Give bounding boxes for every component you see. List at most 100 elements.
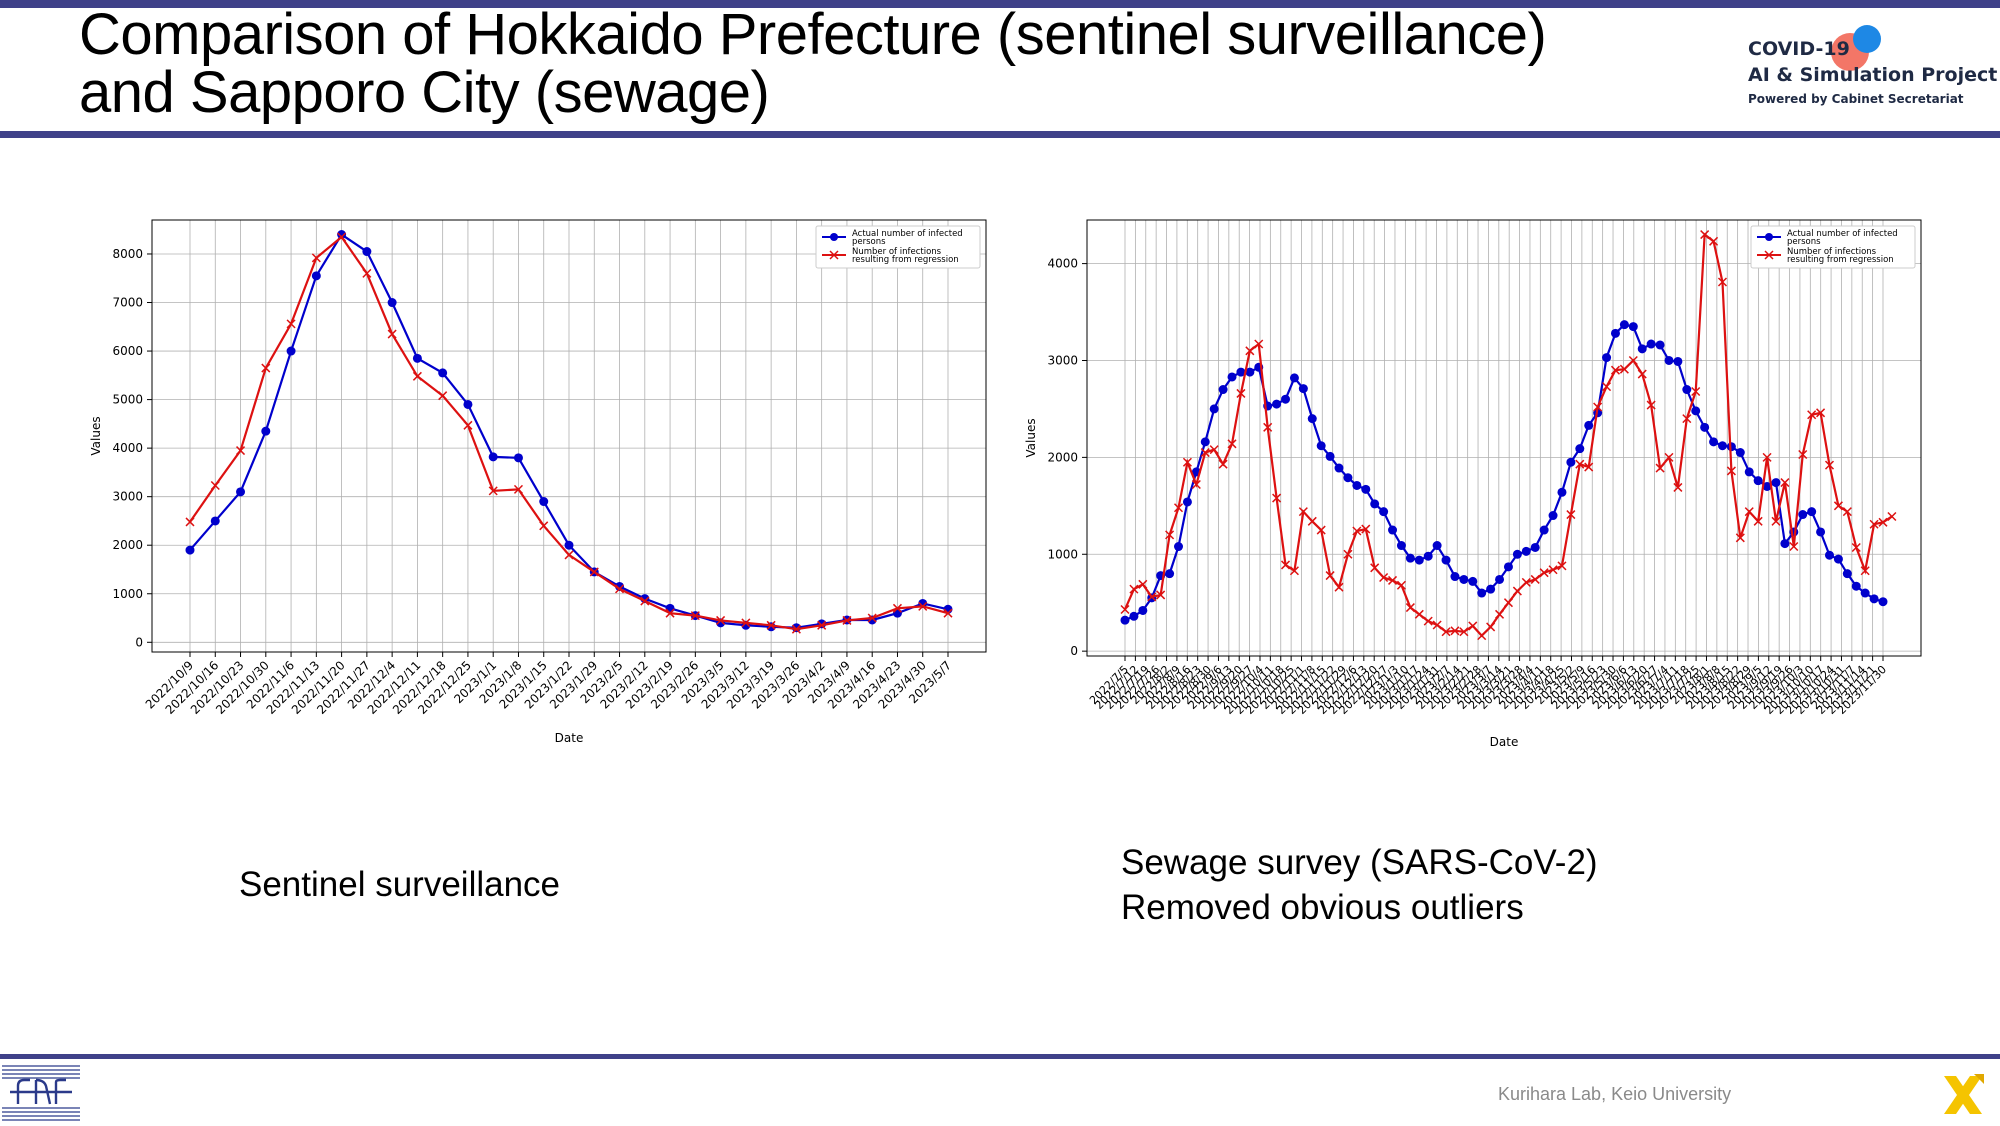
data-point-regression: [1352, 526, 1362, 536]
data-point-regression: [210, 480, 220, 491]
legend-label: Number of infections: [852, 247, 942, 257]
data-point-regression: [1245, 346, 1255, 356]
x-marker-stroke: [1495, 609, 1505, 619]
keio-university-logo-icon: [2, 1065, 80, 1121]
x-marker-stroke: [1334, 582, 1344, 592]
logo-line1: COVID-19: [1748, 38, 1850, 60]
data-point-regression: [1816, 408, 1826, 418]
data-point-regression: [1619, 364, 1629, 374]
data-point-regression: [1138, 579, 1148, 589]
data-point-regression: [1147, 592, 1157, 602]
x-marker-stroke: [1441, 627, 1451, 637]
data-point-regression: [261, 363, 271, 373]
data-point-actual: [236, 487, 246, 497]
data-point-regression: [1289, 566, 1299, 576]
x-marker-stroke: [463, 420, 473, 430]
data-point-actual: [1744, 467, 1754, 477]
data-point-actual: [311, 271, 321, 281]
data-point-regression: [1209, 445, 1219, 455]
data-point-actual: [1548, 511, 1558, 521]
x-marker-stroke: [1138, 579, 1148, 589]
x-marker-stroke: [1165, 530, 1175, 540]
data-point-actual: [1423, 551, 1433, 561]
x-marker-stroke: [387, 329, 397, 339]
data-point-actual: [1441, 555, 1451, 565]
x-marker-stroke: [564, 550, 574, 560]
data-point-regression: [513, 484, 523, 494]
data-point-regression: [1824, 460, 1835, 470]
x-marker-stroke: [1173, 503, 1184, 513]
x-marker-stroke: [690, 611, 700, 621]
x-marker-stroke: [1726, 466, 1736, 476]
data-point-regression: [1869, 519, 1879, 529]
slide-title-line1: Comparison of Hokkaido Prefecture (senti…: [79, 2, 1547, 67]
x-marker-stroke: [1700, 230, 1710, 240]
data-point-actual: [1771, 478, 1781, 488]
x-marker-stroke: [943, 608, 953, 618]
x-marker-stroke: [1646, 400, 1656, 410]
x-marker-stroke: [1352, 526, 1362, 536]
data-point-regression: [1236, 388, 1246, 398]
data-point-actual: [1878, 597, 1888, 607]
sewage-caption-line1: Sewage survey (SARS-CoV-2): [1121, 843, 1598, 882]
data-point-actual: [1138, 605, 1148, 615]
x-marker-stroke: [261, 363, 271, 373]
data-point-actual: [463, 399, 473, 409]
x-marker-stroke: [1361, 524, 1371, 534]
x-marker-stroke: [1762, 452, 1772, 462]
data-point-regression: [362, 268, 372, 278]
data-point-actual: [438, 368, 448, 378]
x-marker-stroke: [1771, 516, 1781, 526]
x-marker-stroke: [1486, 622, 1496, 632]
data-point-regression: [488, 486, 498, 496]
x-marker-stroke: [1878, 517, 1888, 527]
data-point-regression: [1717, 277, 1728, 287]
data-point-actual: [1379, 507, 1389, 517]
x-marker-stroke: [1717, 277, 1728, 287]
x-marker-stroke: [1780, 478, 1790, 488]
x-marker-stroke: [1370, 563, 1380, 573]
data-point-actual: [1717, 441, 1727, 451]
x-marker-stroke: [892, 603, 902, 613]
data-point-actual: [1245, 367, 1255, 377]
data-point-regression: [1459, 627, 1469, 637]
data-point-actual: [1682, 385, 1692, 395]
x-axis-label: Date: [1490, 735, 1519, 749]
y-tick-label: 0: [1070, 644, 1078, 658]
y-tick-label: 5000: [112, 393, 143, 407]
x-marker-stroke: [1325, 571, 1335, 581]
x-marker-stroke: [1557, 561, 1567, 571]
data-point-regression: [1539, 568, 1549, 578]
data-point-regression: [1120, 604, 1130, 615]
data-point-regression: [1628, 355, 1638, 366]
x-marker-stroke: [1602, 382, 1612, 392]
y-tick-label: 6000: [112, 344, 143, 358]
data-point-regression: [1584, 462, 1594, 472]
data-point-regression: [1851, 542, 1861, 553]
data-point-regression: [1227, 439, 1237, 449]
data-point-regression: [1307, 516, 1317, 526]
y-tick-label: 2000: [1047, 450, 1078, 464]
x-marker-stroke: [1833, 501, 1843, 511]
x-marker-stroke: [1575, 459, 1585, 469]
x-marker-stroke: [791, 624, 801, 634]
x-marker-stroke: [1316, 525, 1326, 535]
plot-frame: [1086, 219, 1922, 657]
x-marker-stroke: [1263, 422, 1273, 432]
data-point-actual: [1334, 463, 1344, 473]
x-marker-stroke: [1156, 590, 1166, 600]
data-point-regression: [842, 615, 852, 625]
data-point-regression: [1709, 236, 1719, 246]
legend-box: [1750, 225, 1916, 269]
data-point-regression: [1272, 493, 1282, 503]
data-point-actual: [1842, 569, 1852, 579]
data-point-actual: [412, 353, 422, 363]
x-marker-stroke: [1191, 479, 1201, 490]
x-marker-stroke: [665, 608, 675, 618]
x-marker-stroke: [1459, 627, 1469, 637]
data-point-regression: [1316, 525, 1326, 535]
data-point-actual: [210, 516, 220, 526]
x-marker-stroke: [1807, 410, 1817, 420]
data-point-regression: [1343, 549, 1353, 559]
legend-swatch-marker: [830, 233, 838, 241]
